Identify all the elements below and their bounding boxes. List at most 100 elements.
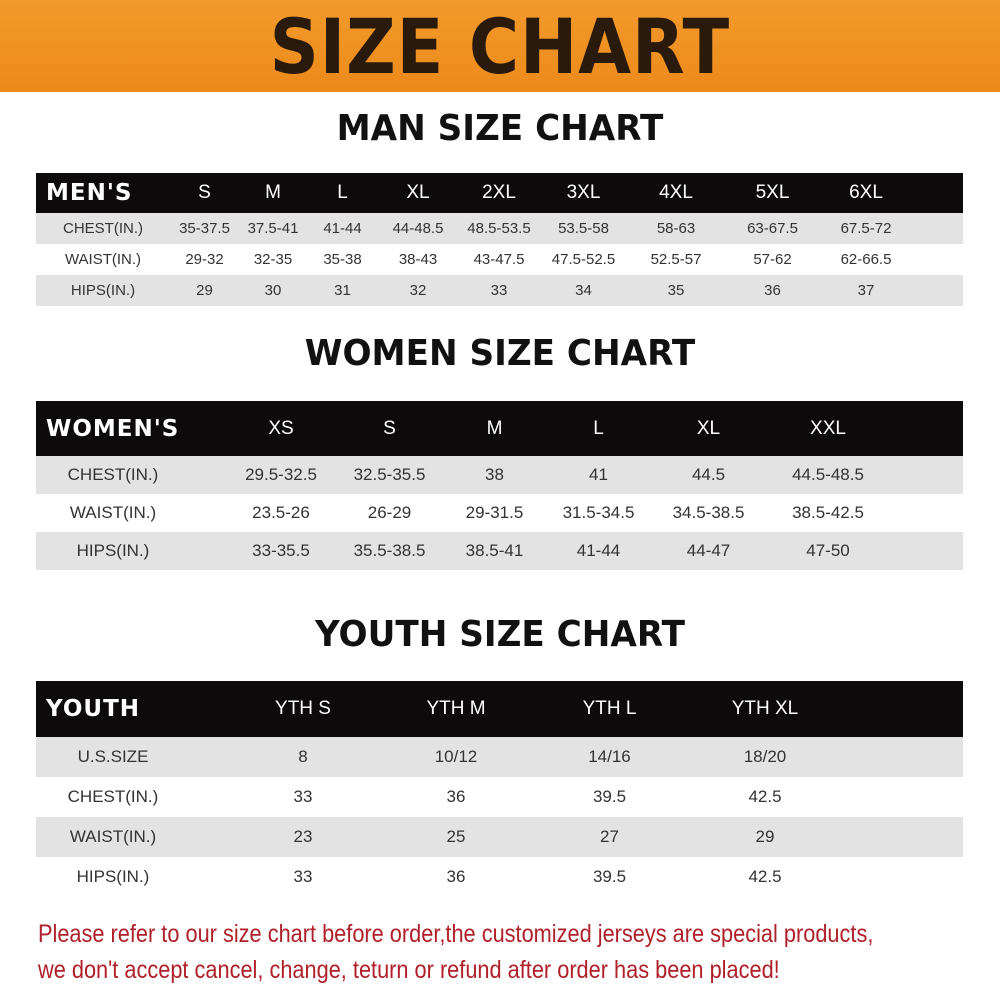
table-cell: 58-63 (656, 220, 696, 237)
table-cell: 37.5-41 (247, 220, 299, 237)
measurement-label: U.S.SIZE (77, 747, 149, 766)
table-cell: 52.5-57 (650, 251, 702, 268)
size-header-cell: YTH S (275, 698, 331, 719)
table-cell: 47-50 (806, 541, 850, 560)
table-cell: 33 (293, 867, 313, 886)
table-cell: 48.5-53.5 (467, 220, 531, 237)
table-cell: 33 (490, 282, 508, 299)
youth-section-title: YOUTH SIZE CHART (315, 614, 685, 655)
table-cell: 67.5-72 (840, 220, 892, 237)
table-cell: 38.5-42.5 (792, 503, 864, 522)
table-row: U.S.SIZE 8 10/12 14/16 18/20 (36, 737, 963, 777)
table-cell: 29 (196, 282, 213, 299)
table-cell: 23.5-26 (252, 503, 310, 522)
table-cell: 36 (446, 787, 466, 806)
size-header-cell: 5XL (755, 182, 790, 203)
table-cell: 18/20 (743, 747, 787, 766)
table-cell: 38 (485, 465, 504, 484)
table-cell: 30 (264, 282, 282, 299)
table-cell: 47.5-52.5 (551, 251, 616, 268)
size-header-cell: XXL (810, 417, 846, 439)
table-cell: 41-44 (576, 541, 621, 560)
size-header-cell: S (198, 182, 211, 203)
table-cell: 23 (293, 827, 313, 846)
table-cell: 31 (334, 282, 351, 299)
table-row: CHEST(IN.) 29.5-32.5 32.5-35.5 38 41 44.5 44.5… (36, 456, 963, 494)
measurement-label: HIPS(IN.) (76, 867, 150, 886)
table-cell: 32 (409, 282, 427, 299)
table-cell: 33-35.5 (252, 541, 310, 560)
table-cell: 44-48.5 (392, 220, 444, 237)
measurement-label: WAIST(IN.) (69, 503, 157, 522)
table-cell: 44.5-48.5 (792, 465, 864, 484)
size-header-cell: 6XL (849, 182, 883, 203)
notice-line-2: we don't accept cancel, change, teturn o… (38, 956, 780, 984)
size-header-cell: 4XL (659, 182, 693, 203)
measurement-label: WAIST(IN.) (69, 827, 157, 846)
table-cell: 29-31.5 (465, 503, 524, 522)
table-row: HIPS(IN.) 29 30 31 32 33 34 35 36 37 (36, 275, 963, 306)
measurement-label: CHEST(IN.) (67, 465, 159, 484)
table-cell: 29 (755, 827, 775, 846)
size-header-cell: YTH M (426, 698, 486, 719)
table-cell: 34.5-38.5 (672, 503, 745, 522)
table-cell: 44-47 (686, 541, 731, 560)
table-cell: 10/12 (434, 747, 478, 766)
youth-size-table: YOUTH YTH S YTH M YTH L YTH XL U.S.SIZE 8 10/12… (36, 681, 963, 897)
banner-title: SIZE CHART (269, 1, 731, 91)
size-header-cell: S (383, 417, 396, 439)
table-title-cell: MEN'S (46, 180, 133, 206)
table-cell: 39.5 (592, 787, 627, 806)
table-cell: 43-47.5 (473, 251, 525, 268)
table-cell: 36 (764, 282, 781, 299)
table-row: CHEST(IN.) 35-37.5 37.5-41 41-44 44-48.5 48.5… (36, 213, 963, 244)
size-header-cell: XL (696, 417, 721, 439)
size-header-cell: YTH L (582, 698, 637, 719)
size-header-cell: XS (268, 417, 294, 439)
men-section-title: MAN SIZE CHART (336, 108, 664, 149)
table-cell: 32.5-35.5 (353, 465, 426, 484)
table-row: CHEST(IN.) 33 36 39.5 42.5 (36, 777, 963, 817)
women-section-title: WOMEN SIZE CHART (304, 333, 696, 374)
size-header-cell: XL (406, 182, 430, 203)
measurement-label: HIPS(IN.) (70, 282, 136, 299)
table-cell: 8 (298, 747, 308, 766)
table-row: WAIST(IN.) 23 25 27 29 (36, 817, 963, 857)
table-cell: 63-67.5 (747, 220, 798, 237)
table-row: WAIST(IN.) 23.5-26 26-29 29-31.5 31.5-34.5 34… (36, 494, 963, 532)
table-cell: 31.5-34.5 (562, 503, 635, 522)
table-cell: 42.5 (748, 867, 782, 886)
size-header-cell: YTH XL (731, 698, 799, 719)
table-row: WAIST(IN.) 29-32 32-35 35-38 38-43 43-47.5 47.… (36, 244, 963, 275)
table-cell: 36 (446, 867, 466, 886)
table-header-row: YOUTH YTH S YTH M YTH L YTH XL (36, 681, 963, 737)
table-cell: 35 (667, 282, 685, 299)
table-cell: 35.5-38.5 (353, 541, 426, 560)
table-cell: 38-43 (398, 251, 438, 268)
table-cell: 34 (575, 282, 592, 299)
table-header-row: MEN'S S M L XL 2XL 3XL 4XL 5XL 6XL (36, 173, 963, 213)
measurement-label: CHEST(IN.) (63, 220, 143, 237)
size-header-cell: M (265, 182, 281, 203)
table-cell: 41 (589, 465, 608, 484)
size-header-cell: L (337, 182, 348, 203)
table-row: HIPS(IN.) 33 36 39.5 42.5 (36, 857, 963, 897)
table-header-row: WOMEN'S XS S M L XL XXL (36, 401, 963, 456)
size-header-cell: L (593, 417, 604, 439)
table-cell: 42.5 (748, 787, 782, 806)
measurement-label: CHEST(IN.) (67, 787, 159, 806)
table-cell: 35-37.5 (179, 220, 230, 237)
table-row: HIPS(IN.) 33-35.5 35.5-38.5 38.5-41 41-44 44-… (36, 532, 963, 570)
measurement-label: HIPS(IN.) (76, 541, 150, 560)
table-cell: 35-38 (323, 251, 362, 268)
table-cell: 38.5-41 (465, 541, 524, 560)
table-cell: 14/16 (588, 747, 631, 766)
table-cell: 27 (600, 827, 619, 846)
table-cell: 37 (857, 282, 875, 299)
table-cell: 29-32 (185, 251, 224, 268)
table-cell: 57-62 (753, 251, 792, 268)
table-cell: 32-35 (253, 251, 293, 268)
men-size-table: MEN'S S M L XL 2XL 3XL 4XL 5XL 6XL CHEST(IN.) 35-37… (36, 173, 963, 306)
notice-line-1: Please refer to our size chart before or… (38, 920, 874, 948)
women-size-table: WOMEN'S XS S M L XL XXL CHEST(IN.) 29.5-32.5 32.5… (36, 401, 963, 570)
